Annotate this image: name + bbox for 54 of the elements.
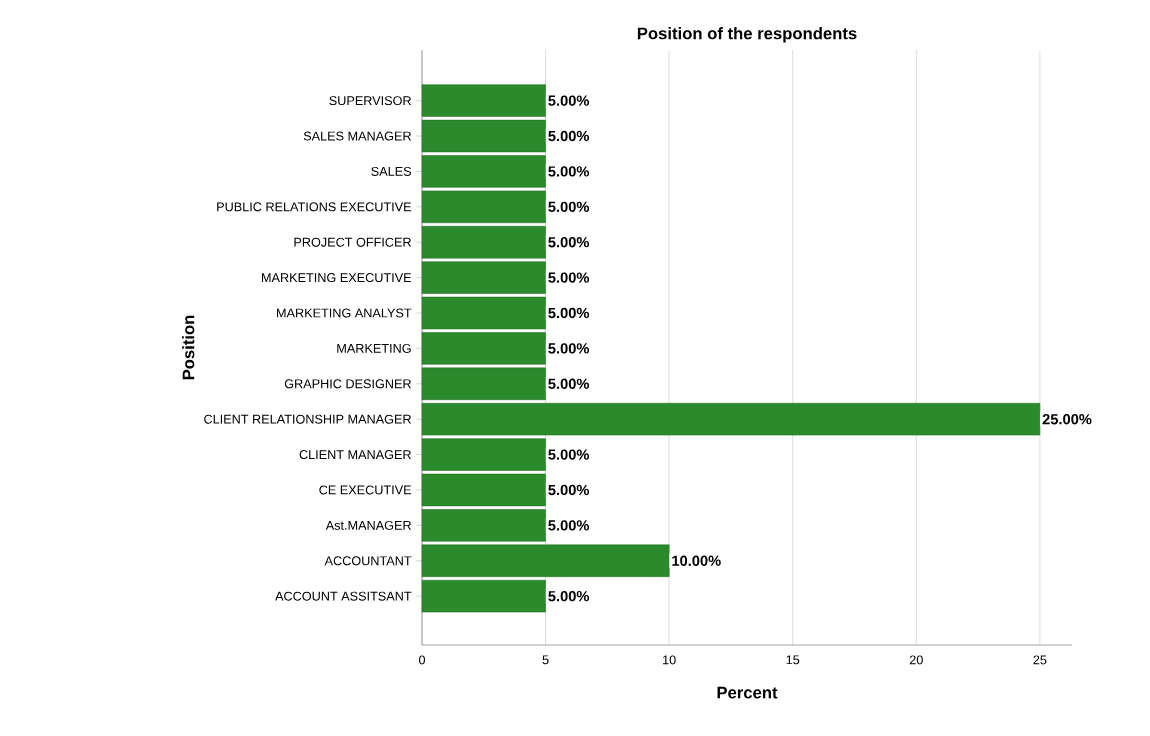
data-label: 5.00% [548, 484, 590, 496]
data-label: 5.00% [548, 520, 590, 531]
data-label: 10.00% [672, 555, 721, 566]
data-label: 5.00% [548, 130, 590, 142]
bar [421, 438, 546, 471]
y-tick-label: GRAPHIC DESIGNER [284, 379, 412, 389]
y-tick-label: Ast.MANAGER [325, 520, 412, 530]
x-axis-title: Percent [717, 686, 778, 699]
bar [421, 261, 546, 294]
bar [421, 367, 546, 400]
y-tick-label: CLIENT MANAGER [299, 450, 412, 460]
data-label: 5.00% [548, 166, 590, 177]
bar [421, 332, 546, 365]
data-label: 5.00% [548, 343, 590, 354]
x-tick-label: 10 [663, 655, 676, 665]
y-tick-label: MARKETING [337, 343, 411, 353]
data-label: 5.00% [548, 590, 590, 602]
y-tick-label: ACCOUNT ASSITSANT [275, 591, 412, 601]
y-tick-label: SUPERVISOR [329, 96, 412, 106]
data-label: 5.00% [548, 201, 590, 212]
y-tick-label: PROJECT OFFICER [294, 237, 412, 247]
data-label: 5.00% [548, 449, 590, 460]
bar [421, 190, 546, 224]
y-tick-label: CE EXECUTIVE [319, 485, 412, 495]
data-label: 5.00% [548, 95, 590, 106]
y-tick-label: MARKETING EXECUTIVE [262, 273, 412, 283]
data-label: 25.00% [1042, 414, 1092, 425]
x-tick-label: 25 [1033, 655, 1047, 665]
x-tick-label: 15 [786, 655, 800, 665]
bar [421, 296, 546, 330]
y-tick-label: CLIENT RELATIONSHIP MANAGER [204, 414, 412, 424]
y-tick-label: MARKETING ANALYST [277, 308, 412, 318]
bar [421, 544, 670, 577]
data-label: 5.00% [548, 237, 590, 248]
bar [421, 579, 546, 613]
x-tick-label: 5 [542, 655, 549, 665]
chart-title: Position of the respondents [637, 27, 857, 43]
bar [421, 155, 546, 188]
bar [421, 473, 546, 507]
data-label: 5.00% [548, 307, 590, 319]
bar [421, 84, 546, 117]
y-tick-label: ACCOUNTANT [324, 556, 412, 566]
bar [421, 226, 546, 259]
y-tick-label: SALES [371, 166, 412, 176]
x-tick-label: 0 [418, 655, 426, 665]
y-tick-label: PUBLIC RELATIONS EXECUTIVE [217, 202, 412, 212]
y-axis-title: Position [182, 315, 195, 380]
bar [421, 119, 546, 153]
bar [421, 402, 1041, 436]
y-tick-label: SALES MANAGER [303, 131, 412, 141]
bar [421, 509, 546, 542]
x-tick-label: 20 [909, 655, 923, 665]
data-label: 5.00% [548, 272, 590, 283]
data-label: 5.00% [548, 378, 590, 389]
